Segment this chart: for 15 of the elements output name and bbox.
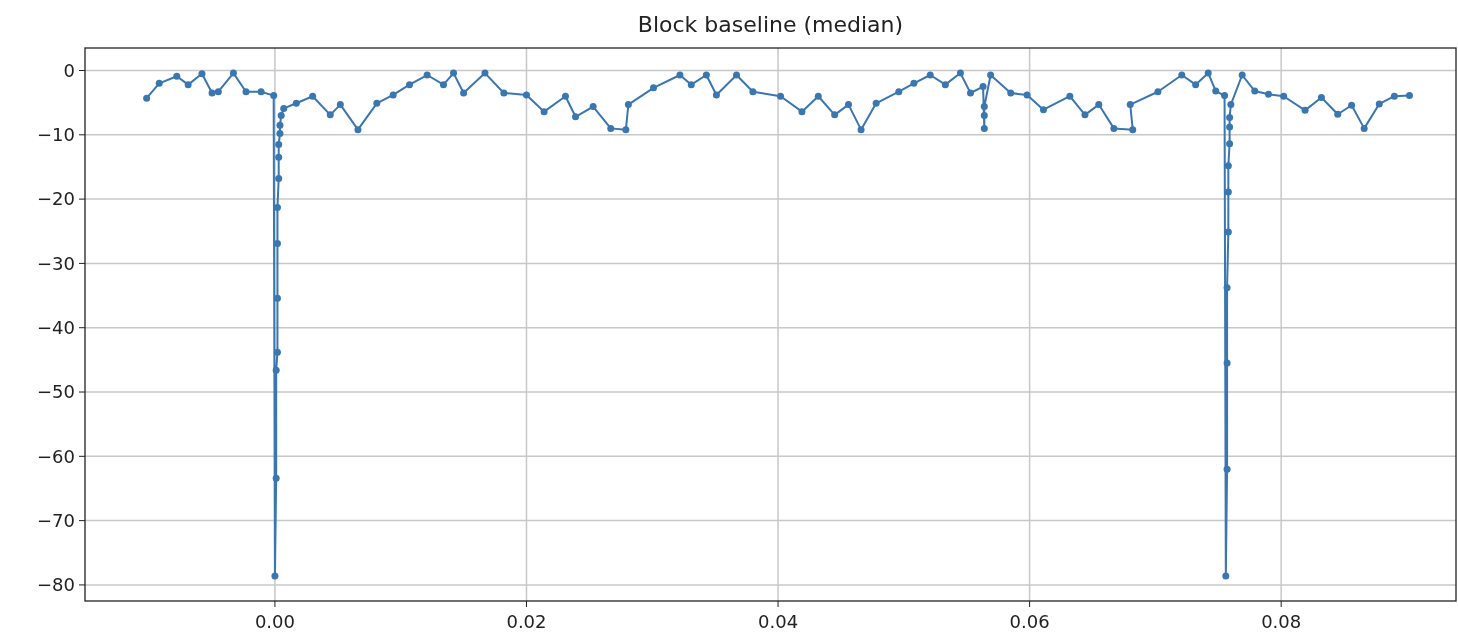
y-tick-label: −30: [37, 252, 75, 274]
x-tick-label: 0.06: [1009, 611, 1050, 632]
x-tick-label: 0.04: [758, 611, 799, 632]
y-tick-label: −60: [37, 445, 75, 467]
y-tick-label: −20: [37, 188, 75, 210]
x-tick-label: 0.08: [1261, 611, 1302, 632]
y-tick-label: −50: [37, 381, 75, 403]
y-tick-label: −70: [37, 509, 75, 531]
y-tick-label: −10: [37, 124, 75, 146]
y-tick-label: −80: [37, 574, 75, 596]
chart-title: Block baseline (median): [637, 12, 904, 37]
y-tick-label: 0: [63, 59, 75, 81]
y-tick-label: −40: [37, 317, 75, 339]
x-tick-label: 0.02: [506, 611, 547, 632]
x-tick-label: 0.00: [254, 611, 295, 632]
